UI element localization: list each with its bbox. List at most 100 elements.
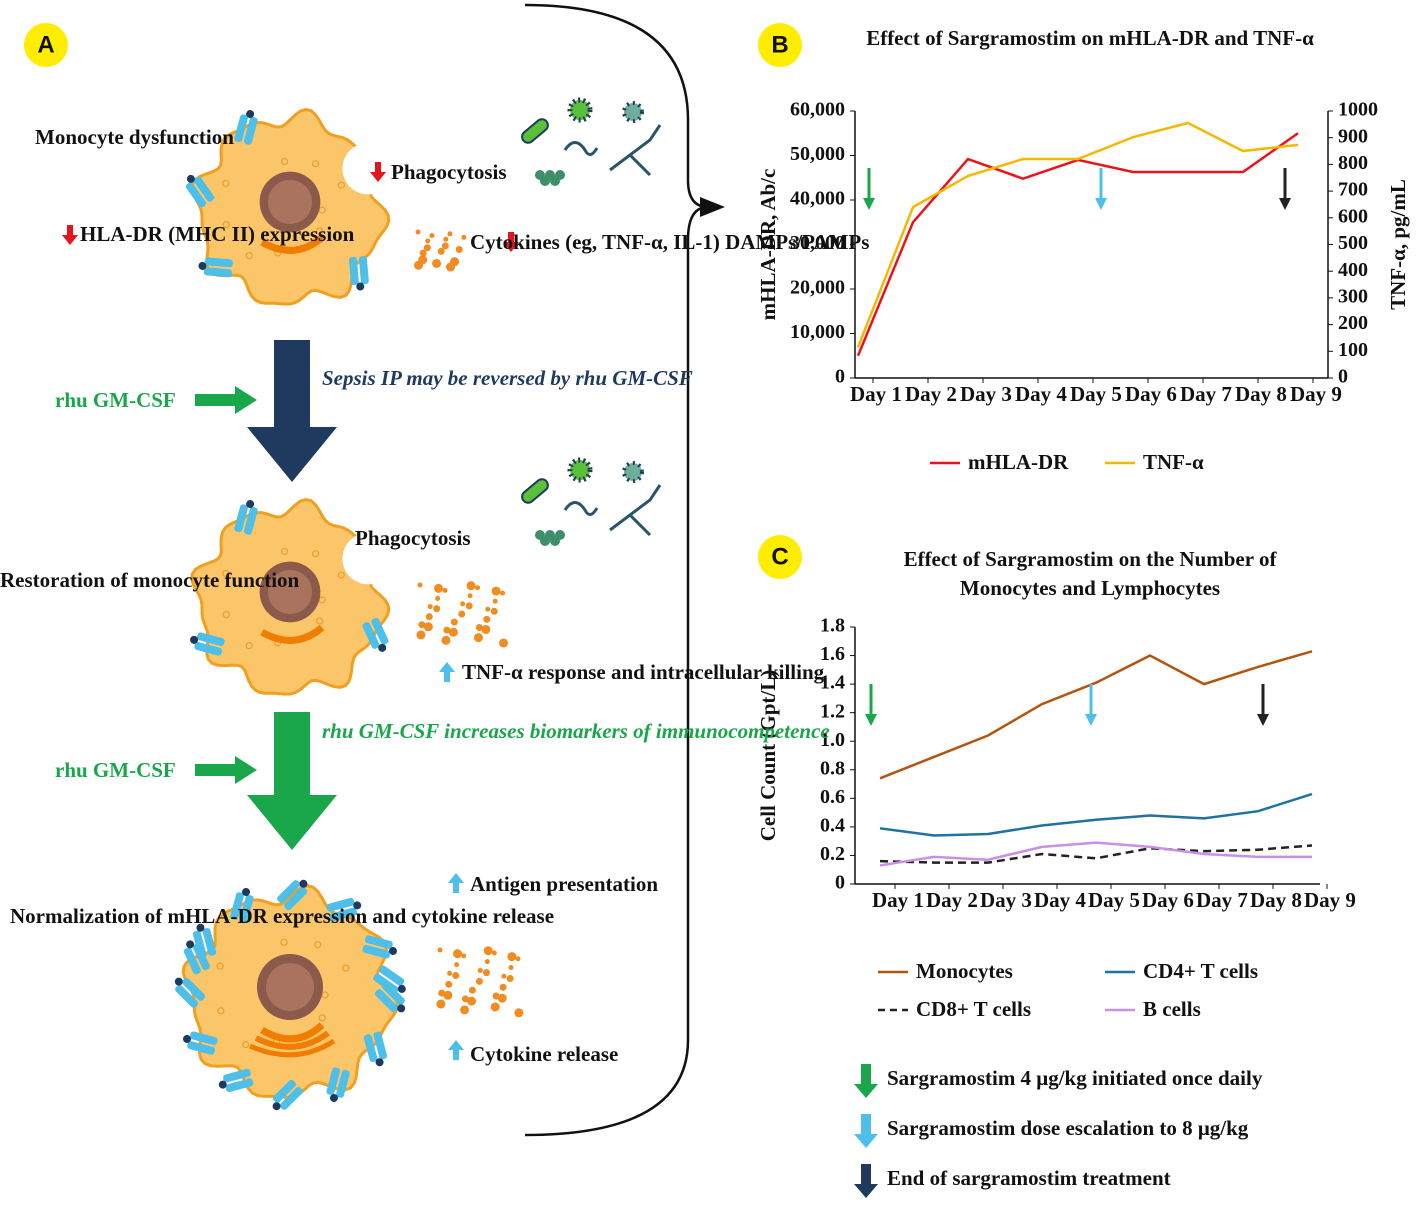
y2-tick-label: 600 (1338, 205, 1368, 227)
panel-badge (758, 535, 802, 579)
panel-label: A (37, 31, 54, 58)
x-tick-label: Day 9 (1304, 888, 1356, 912)
cytokine-dot (425, 238, 431, 244)
event-arrow-head (865, 714, 877, 726)
receptor-tip (198, 261, 207, 270)
label: rhu GM-CSF (55, 388, 176, 412)
label: TNF-α response and intracellular killing (462, 660, 825, 684)
vesicle (222, 610, 230, 619)
vesicle (311, 160, 320, 168)
cytokine-dot (443, 236, 449, 242)
cytokine-dot (448, 627, 458, 637)
receptor (362, 935, 398, 959)
label: rhu GM-CSF (55, 758, 176, 782)
dose-arrow (195, 386, 257, 414)
x-tick-label: Day 8 (1250, 888, 1302, 912)
legend-label: Monocytes (916, 959, 1013, 983)
cytokine-dot (437, 247, 445, 255)
receptor-arm (185, 182, 207, 208)
cytokine-dot (491, 950, 497, 956)
cytokine-dot (475, 977, 483, 985)
cytokine-dot (416, 630, 426, 640)
cytokine-dot (455, 246, 463, 254)
receptor-tip (329, 1094, 338, 1103)
golgi (254, 1030, 330, 1050)
arrow-legend-label: Sargramostim 4 μg/kg initiated once dail… (887, 1066, 1263, 1090)
golgi (260, 624, 325, 644)
receptor-tip (246, 110, 255, 119)
receptor-arm (243, 506, 258, 535)
golgi (260, 234, 325, 254)
y-tick-label: 0.6 (820, 786, 845, 808)
receptor-tip (246, 500, 255, 509)
receptor-arm (230, 892, 244, 921)
y2-tick-label: 1000 (1338, 99, 1378, 121)
legend-label: CD4+ T cells (1143, 959, 1259, 983)
flow-arrow (247, 712, 337, 850)
cytokine-dot (441, 635, 451, 645)
receptor-arm (348, 256, 359, 286)
vesicle (342, 964, 350, 972)
cytokine-dot (445, 980, 453, 988)
pathogen (555, 530, 565, 540)
series-line (856, 121, 1299, 348)
receptor (362, 617, 389, 652)
receptor (182, 1031, 218, 1055)
cytokine-dot (435, 595, 441, 601)
receptor-arm (363, 1034, 378, 1062)
panel-label: B (771, 31, 788, 58)
indicator-arrow (62, 225, 78, 245)
panel-label: C (771, 543, 788, 570)
receptor-arm (284, 887, 308, 911)
cytokine-dot (482, 969, 490, 977)
y-tick-label: 0.4 (820, 814, 845, 836)
vesicle (280, 547, 289, 556)
receptor-arm (194, 176, 215, 202)
cytokine-dot (460, 1005, 470, 1015)
label: Cytokines (eg, TNF-α, IL-1) DAMPs/PAMPs (470, 230, 870, 254)
receptor-arm (183, 947, 201, 975)
label: Normalization of mHLA-DR expression and … (10, 904, 555, 928)
y-tick-label: 1.6 (820, 643, 845, 665)
cytokine-dot (427, 604, 433, 610)
y2-tick-label: 0 (1338, 366, 1348, 388)
cytokine-dot (506, 974, 514, 982)
x-tick-label: Day 9 (1290, 382, 1342, 406)
y2-tick-label: 300 (1338, 285, 1368, 307)
cytokine-dot (481, 624, 491, 634)
y2-tick-label: 900 (1338, 125, 1368, 147)
receptor (185, 174, 215, 208)
legend-label: CD8+ T cells (916, 997, 1032, 1021)
indicator-arrow (503, 232, 519, 252)
receptor-arm (336, 1069, 350, 1098)
x-tick-label: Day 2 (926, 888, 978, 912)
receptor (230, 887, 254, 923)
y-tick-label: 1.0 (820, 729, 845, 751)
receptor-arm (196, 632, 225, 647)
cytokine-dot (433, 605, 441, 613)
y-tick-label: 1.4 (820, 672, 845, 694)
label: Restoration of monocyte function (0, 568, 300, 592)
label: Phagocytosis (391, 160, 507, 184)
dose-arrow (195, 756, 257, 784)
cytokine-dot (415, 229, 421, 235)
golgi (248, 1038, 336, 1058)
cytokine-dot (483, 615, 491, 623)
receptor (326, 1067, 350, 1103)
cytokine-dot (423, 244, 431, 252)
cytokine-dot (447, 231, 453, 237)
x-tick-label: Day 3 (980, 888, 1032, 912)
cytokine-dot (425, 613, 433, 621)
y2-tick-label: 500 (1338, 232, 1368, 254)
indicator-arrow (370, 162, 386, 182)
receptor-tip (356, 282, 365, 291)
x-tick-label: Day 7 (1180, 382, 1232, 406)
brace-arrowhead (700, 197, 725, 217)
receptor-arm (187, 1041, 216, 1055)
y-tick-label: 0 (835, 872, 845, 894)
receptor-arm (364, 935, 393, 949)
y-tick-label: 0.2 (820, 843, 845, 865)
cytokine-dot (419, 249, 427, 257)
label: rhu GM-CSF increases biomarkers of immun… (322, 719, 830, 743)
label: Antigen presentation (470, 872, 659, 896)
